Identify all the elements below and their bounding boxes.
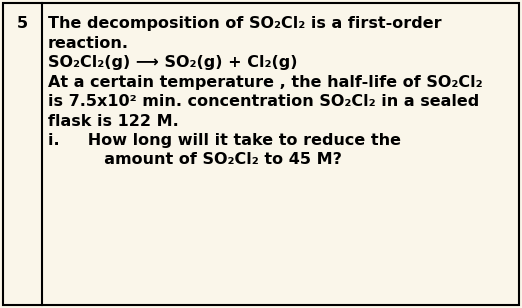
Text: The decomposition of SO₂Cl₂ is a first-order: The decomposition of SO₂Cl₂ is a first-o… [48, 16, 442, 31]
Text: i.     How long will it take to reduce the: i. How long will it take to reduce the [48, 133, 401, 148]
Text: is 7.5x10² min. concentration SO₂Cl₂ in a sealed: is 7.5x10² min. concentration SO₂Cl₂ in … [48, 94, 479, 109]
Text: SO₂Cl₂(g) ⟶ SO₂(g) + Cl₂(g): SO₂Cl₂(g) ⟶ SO₂(g) + Cl₂(g) [48, 55, 298, 70]
Text: amount of SO₂Cl₂ to 45 M?: amount of SO₂Cl₂ to 45 M? [48, 152, 342, 168]
Text: 5: 5 [16, 16, 28, 31]
Text: At a certain temperature , the half-life of SO₂Cl₂: At a certain temperature , the half-life… [48, 75, 483, 90]
Text: flask is 122 M.: flask is 122 M. [48, 114, 179, 128]
Text: reaction.: reaction. [48, 35, 129, 51]
